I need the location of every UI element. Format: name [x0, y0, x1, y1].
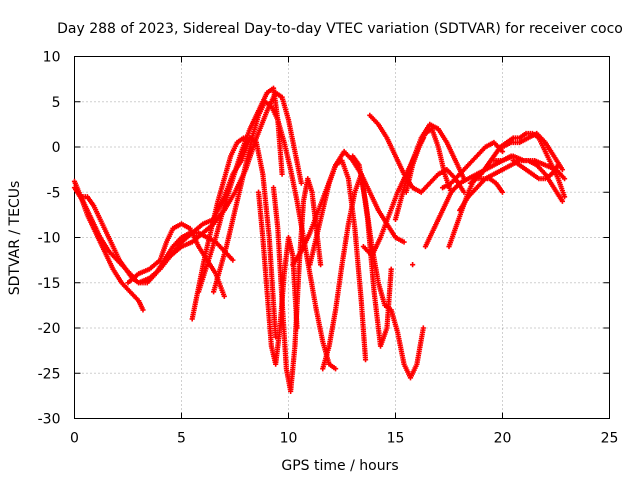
- data-point: [140, 307, 146, 313]
- x-tick-label: 0: [70, 431, 79, 447]
- data-point: [499, 189, 506, 195]
- data-point: [410, 262, 416, 268]
- y-tick-label: -25: [38, 366, 61, 382]
- series-arc-28: [510, 157, 561, 182]
- data-point: [332, 366, 339, 372]
- y-tick-label: -15: [38, 276, 61, 292]
- data-point: [318, 262, 324, 268]
- y-tick-label: 0: [52, 140, 61, 156]
- y-tick-label: -20: [38, 321, 61, 337]
- data-point: [401, 239, 407, 245]
- data-point: [559, 198, 566, 204]
- data-point: [561, 194, 568, 200]
- tick-label-layer: 0 5 10 15 20 25 -30 -25 -20 -15 -10 -5 0 5 10: [38, 50, 619, 447]
- y-tick-label: -10: [38, 231, 61, 247]
- series-arc-11: [270, 176, 324, 394]
- series-arc-19: [403, 126, 454, 195]
- data-point: [388, 266, 394, 272]
- x-tick-label: 5: [177, 431, 186, 447]
- data-point: [561, 176, 568, 182]
- x-tick-label: 25: [601, 431, 619, 447]
- series-arc-27: [499, 130, 566, 173]
- data-point: [221, 293, 227, 299]
- x-tick-label: 15: [387, 431, 405, 447]
- data-point: [420, 325, 426, 331]
- x-tick-label: 10: [280, 431, 298, 447]
- y-tick-label: 10: [43, 50, 61, 66]
- grid-layer: [74, 56, 610, 419]
- data-point: [555, 162, 561, 168]
- series-arc-1: [71, 178, 146, 313]
- series-arc-21: [422, 153, 514, 250]
- data-point: [298, 180, 304, 186]
- x-axis-label: GPS time / hours: [281, 458, 398, 474]
- series-arc-20: [410, 262, 416, 268]
- y-tick-label: -5: [47, 185, 61, 201]
- series-arc-13: [307, 157, 369, 363]
- data-point: [362, 357, 369, 363]
- data-point: [559, 167, 566, 173]
- tick-layer: [74, 56, 610, 419]
- y-tick-label: -30: [38, 412, 61, 428]
- x-tick-label: 20: [494, 431, 512, 447]
- y-tick-label: 5: [52, 95, 61, 111]
- data-point: [230, 257, 236, 263]
- data-point: [279, 171, 285, 177]
- y-axis-label: SDTVAR / TECUs: [7, 181, 23, 296]
- series-arc-15: [350, 153, 426, 381]
- series-arc-25: [467, 176, 506, 195]
- data-mark-layer: [71, 85, 568, 394]
- data-point: [499, 148, 506, 155]
- chart-title: Day 288 of 2023, Sidereal Day-to-day VTE…: [57, 21, 623, 37]
